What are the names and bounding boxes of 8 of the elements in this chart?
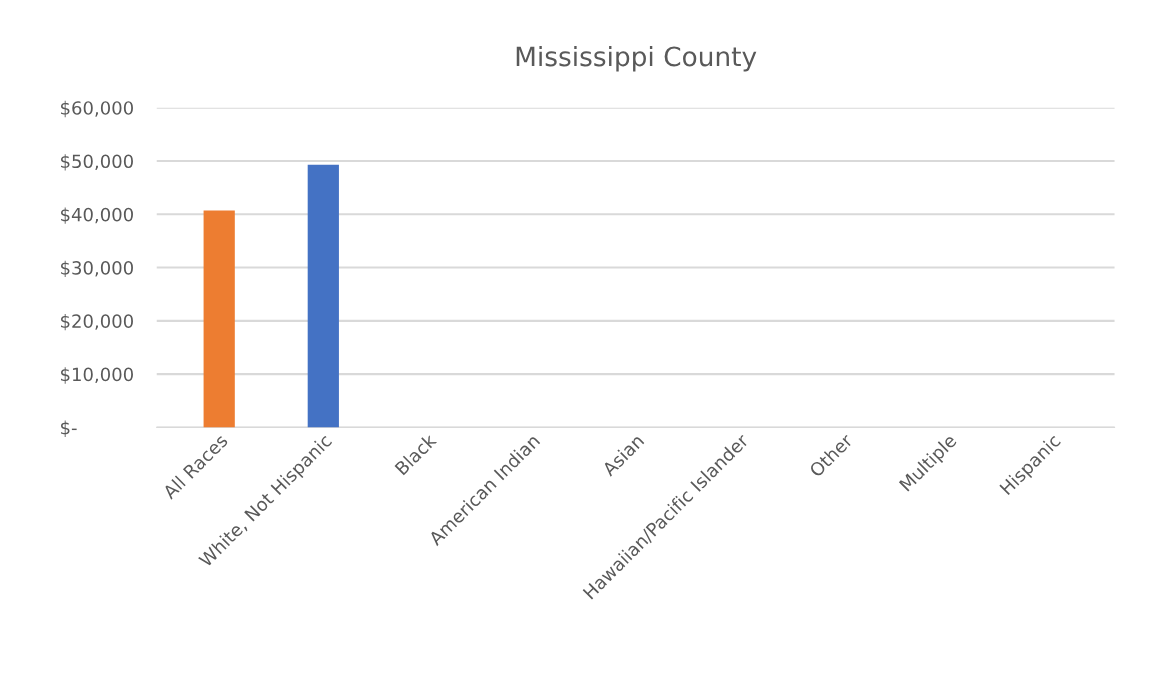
y-tick-label: $20,000	[61, 314, 133, 331]
y-tick-label: $40,000	[61, 207, 133, 224]
y-tick-label: $-	[61, 420, 77, 437]
y-tick-label: $30,000	[61, 260, 133, 278]
chart-title: Mississippi County	[516, 46, 757, 72]
y-tick-label: $10,000	[61, 367, 133, 384]
y-tick-label: $60,000	[61, 100, 133, 118]
y-tick-label: $50,000	[61, 154, 133, 171]
